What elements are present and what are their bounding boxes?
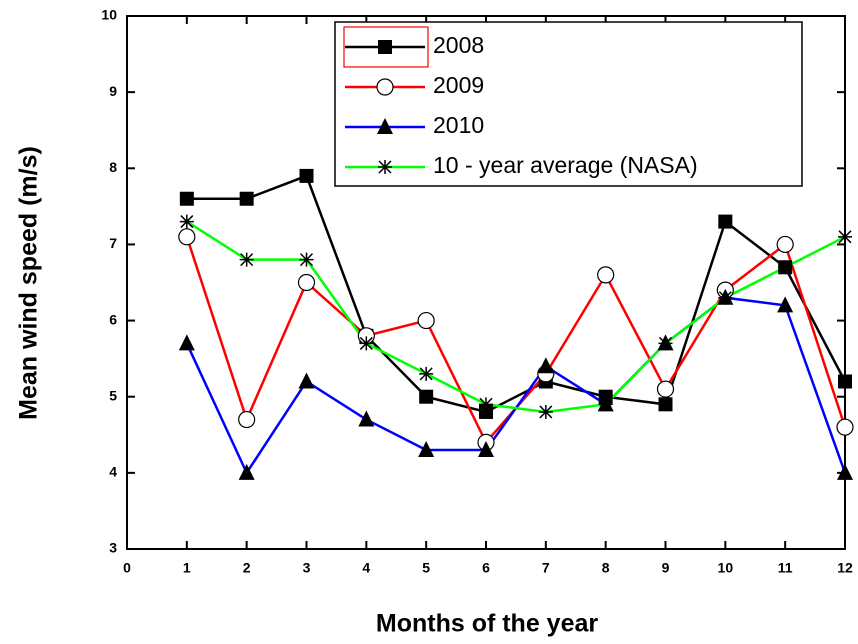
marker: [179, 191, 194, 206]
marker: [776, 235, 794, 254]
marker: [718, 290, 733, 305]
x-tick-label: 11: [778, 560, 793, 576]
x-tick-label: 12: [837, 560, 853, 576]
marker: [178, 334, 195, 351]
marker: [299, 252, 314, 267]
marker: [239, 252, 254, 267]
marker: [478, 441, 494, 458]
y-axis-title: Mean wind speed (m/s): [15, 146, 43, 420]
x-tick-label: 6: [482, 560, 490, 576]
x-tick-label: 10: [718, 560, 734, 576]
x-tick-label: 7: [542, 560, 550, 576]
series-line: [186, 220, 846, 414]
marker: [239, 191, 254, 206]
marker: [658, 336, 673, 351]
marker: [358, 410, 375, 427]
legend-box: [334, 21, 803, 187]
x-tick-label: 5: [422, 560, 430, 576]
marker: [299, 168, 314, 183]
marker: [656, 380, 675, 398]
marker: [179, 214, 194, 229]
x-tick-label: 8: [602, 560, 610, 576]
x-tick-label: 2: [243, 560, 251, 576]
marker: [538, 404, 553, 419]
y-tick-label: 8: [109, 159, 117, 175]
series-line: [185, 296, 847, 476]
marker: [718, 214, 733, 229]
marker: [778, 260, 793, 275]
x-axis-title: Months of the year: [376, 610, 599, 638]
legend-marker: [376, 78, 394, 96]
marker: [836, 418, 854, 436]
legend-label: 2008: [433, 32, 484, 58]
marker: [298, 372, 315, 389]
y-tick-label: 5: [109, 387, 117, 403]
x-tick-label: 1: [183, 560, 191, 576]
y-tick-label: 9: [109, 83, 117, 99]
marker: [418, 441, 435, 458]
marker: [238, 410, 256, 429]
marker: [838, 374, 852, 389]
marker: [479, 397, 493, 412]
marker: [238, 463, 255, 480]
legend-marker: [378, 40, 392, 54]
plot-frame: [126, 15, 846, 550]
series-line: [186, 174, 847, 414]
marker: [178, 228, 196, 246]
marker: [837, 463, 853, 480]
legend-label: 2009: [433, 72, 484, 98]
marker: [417, 311, 435, 330]
legend-marker: [378, 160, 392, 174]
legend-marker: [377, 118, 393, 134]
y-tick-label: 10: [101, 7, 117, 23]
marker: [297, 273, 316, 292]
y-tick-label: 7: [109, 235, 117, 251]
marker: [658, 397, 673, 412]
legend-label: 10 - year average (NASA): [433, 152, 698, 178]
x-tick-label: 4: [362, 560, 370, 576]
legend-highlight: [343, 26, 429, 68]
marker: [598, 397, 613, 412]
y-tick-label: 3: [109, 540, 117, 556]
marker: [537, 357, 554, 374]
y-tick-label: 4: [109, 464, 117, 480]
marker: [597, 266, 615, 284]
marker: [359, 336, 374, 351]
y-tick-label: 6: [109, 311, 117, 327]
legend: 2008 2009 2010 10 - year average (NASA): [334, 21, 803, 187]
x-tick-label: 9: [662, 560, 670, 576]
marker: [419, 389, 434, 404]
marker: [838, 229, 852, 244]
marker: [419, 366, 434, 381]
x-tick-label: 3: [303, 560, 311, 576]
marker: [777, 296, 794, 313]
legend-label: 2010: [433, 112, 484, 138]
x-tick-label: 0: [123, 560, 131, 576]
